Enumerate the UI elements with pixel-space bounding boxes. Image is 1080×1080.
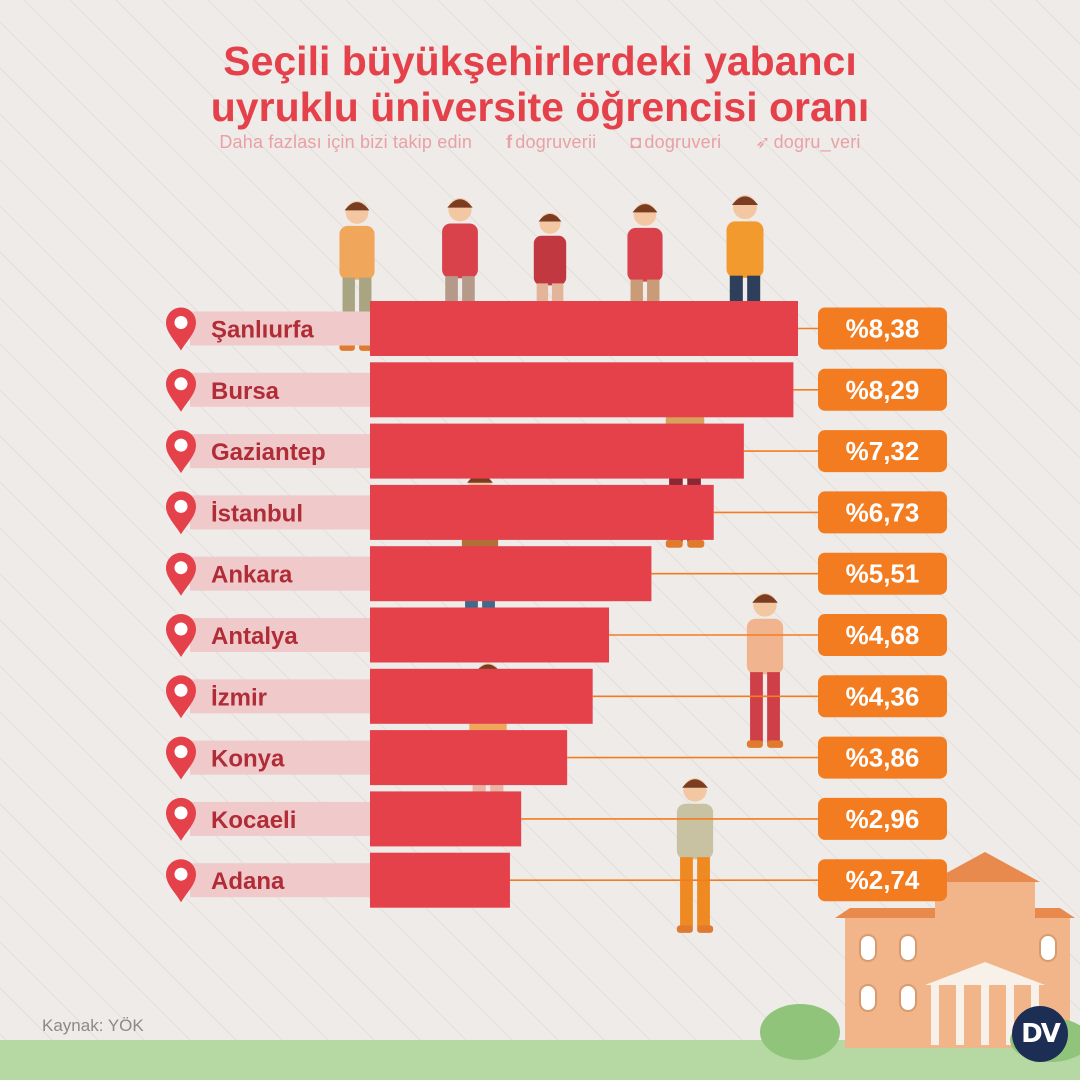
value-box xyxy=(818,675,947,718)
value-box xyxy=(818,430,947,473)
category-label: İzmir xyxy=(211,684,267,711)
value-box xyxy=(818,859,947,902)
instagram-label: dogruveri xyxy=(644,132,722,152)
location-pin-icon xyxy=(166,368,196,412)
value-label: %4,36 xyxy=(846,681,920,711)
bar xyxy=(370,668,593,724)
value-box xyxy=(818,368,947,411)
instagram-icon: ◘ xyxy=(630,132,642,152)
value-box xyxy=(818,736,947,779)
location-pin-icon xyxy=(166,430,196,474)
value-box xyxy=(818,797,947,840)
instagram-handle[interactable]: ◘ dogruveri xyxy=(630,132,721,153)
label-band xyxy=(190,618,370,652)
label-band xyxy=(190,372,370,407)
chart-rows: Şanlıurfa %8,38 Bursa %8,29 Gaziantep %7,32 İs… xyxy=(166,301,947,908)
twitter-icon: ➶ xyxy=(755,132,771,152)
bar xyxy=(370,546,652,602)
location-pin-icon xyxy=(166,859,196,903)
label-band xyxy=(190,556,370,591)
page-title-line-1: Seçili büyükşehirlerdeki yabancı xyxy=(223,38,857,84)
value-box xyxy=(818,552,947,595)
category-label: Kocaeli xyxy=(211,807,296,834)
brand-logo: DV xyxy=(1012,1006,1068,1062)
bar xyxy=(370,484,714,540)
category-label: Ankara xyxy=(211,562,293,589)
label-band xyxy=(190,740,370,775)
location-pin-icon xyxy=(166,614,196,657)
value-label: %6,73 xyxy=(846,497,920,527)
facebook-handle[interactable]: f dogruverii xyxy=(506,132,596,153)
category-label: Adana xyxy=(211,868,285,895)
location-pin-icon xyxy=(166,675,196,719)
label-band xyxy=(190,679,370,714)
value-label: %8,38 xyxy=(846,314,920,344)
label-band xyxy=(190,863,370,898)
label-band xyxy=(190,311,370,346)
source-note: Kaynak: YÖK xyxy=(42,1016,144,1035)
location-pin-icon xyxy=(166,552,196,596)
facebook-label: dogruverii xyxy=(515,132,597,152)
category-label: Antalya xyxy=(211,623,298,650)
bar xyxy=(370,791,522,847)
location-pin-icon xyxy=(166,736,196,780)
label-band xyxy=(190,495,370,530)
category-label: Şanlıurfa xyxy=(211,317,314,344)
value-label: %4,68 xyxy=(846,620,920,650)
label-band xyxy=(190,434,370,469)
category-label: Konya xyxy=(211,746,285,773)
value-box xyxy=(818,614,947,656)
twitter-label: dogru_veri xyxy=(773,132,861,152)
category-label: Bursa xyxy=(211,378,280,405)
bar xyxy=(370,301,798,356)
bar xyxy=(370,730,568,786)
bar xyxy=(370,852,510,908)
follow-text: Daha fazlası için bizi takip edin xyxy=(219,132,473,152)
category-label: İstanbul xyxy=(211,500,303,527)
value-label: %8,29 xyxy=(846,375,920,405)
value-label: %2,96 xyxy=(846,804,920,834)
twitter-handle[interactable]: ➶ dogru_veri xyxy=(755,132,860,153)
value-label: %5,51 xyxy=(846,559,920,589)
student-figure-8 xyxy=(746,593,784,748)
category-label: Gaziantep xyxy=(211,439,326,466)
student-figure-10 xyxy=(676,778,714,933)
value-label: %3,86 xyxy=(846,743,920,773)
page-title-line-2: uyruklu üniversite öğrencisi oranı xyxy=(210,84,870,130)
location-pin-icon xyxy=(166,797,196,841)
bar xyxy=(370,423,744,479)
location-pin-icon xyxy=(166,307,196,351)
label-band xyxy=(190,801,370,836)
bar xyxy=(370,607,610,663)
facebook-icon: f xyxy=(506,132,513,152)
tree-left xyxy=(760,1004,840,1060)
value-label: %2,74 xyxy=(846,865,920,895)
social-bar: Daha fazlası için bizi takip edin f dogru… xyxy=(0,132,1080,153)
location-pin-icon xyxy=(166,491,196,535)
value-box xyxy=(818,307,947,350)
value-box xyxy=(818,491,947,534)
value-label: %7,32 xyxy=(846,436,920,466)
bar xyxy=(370,362,794,418)
